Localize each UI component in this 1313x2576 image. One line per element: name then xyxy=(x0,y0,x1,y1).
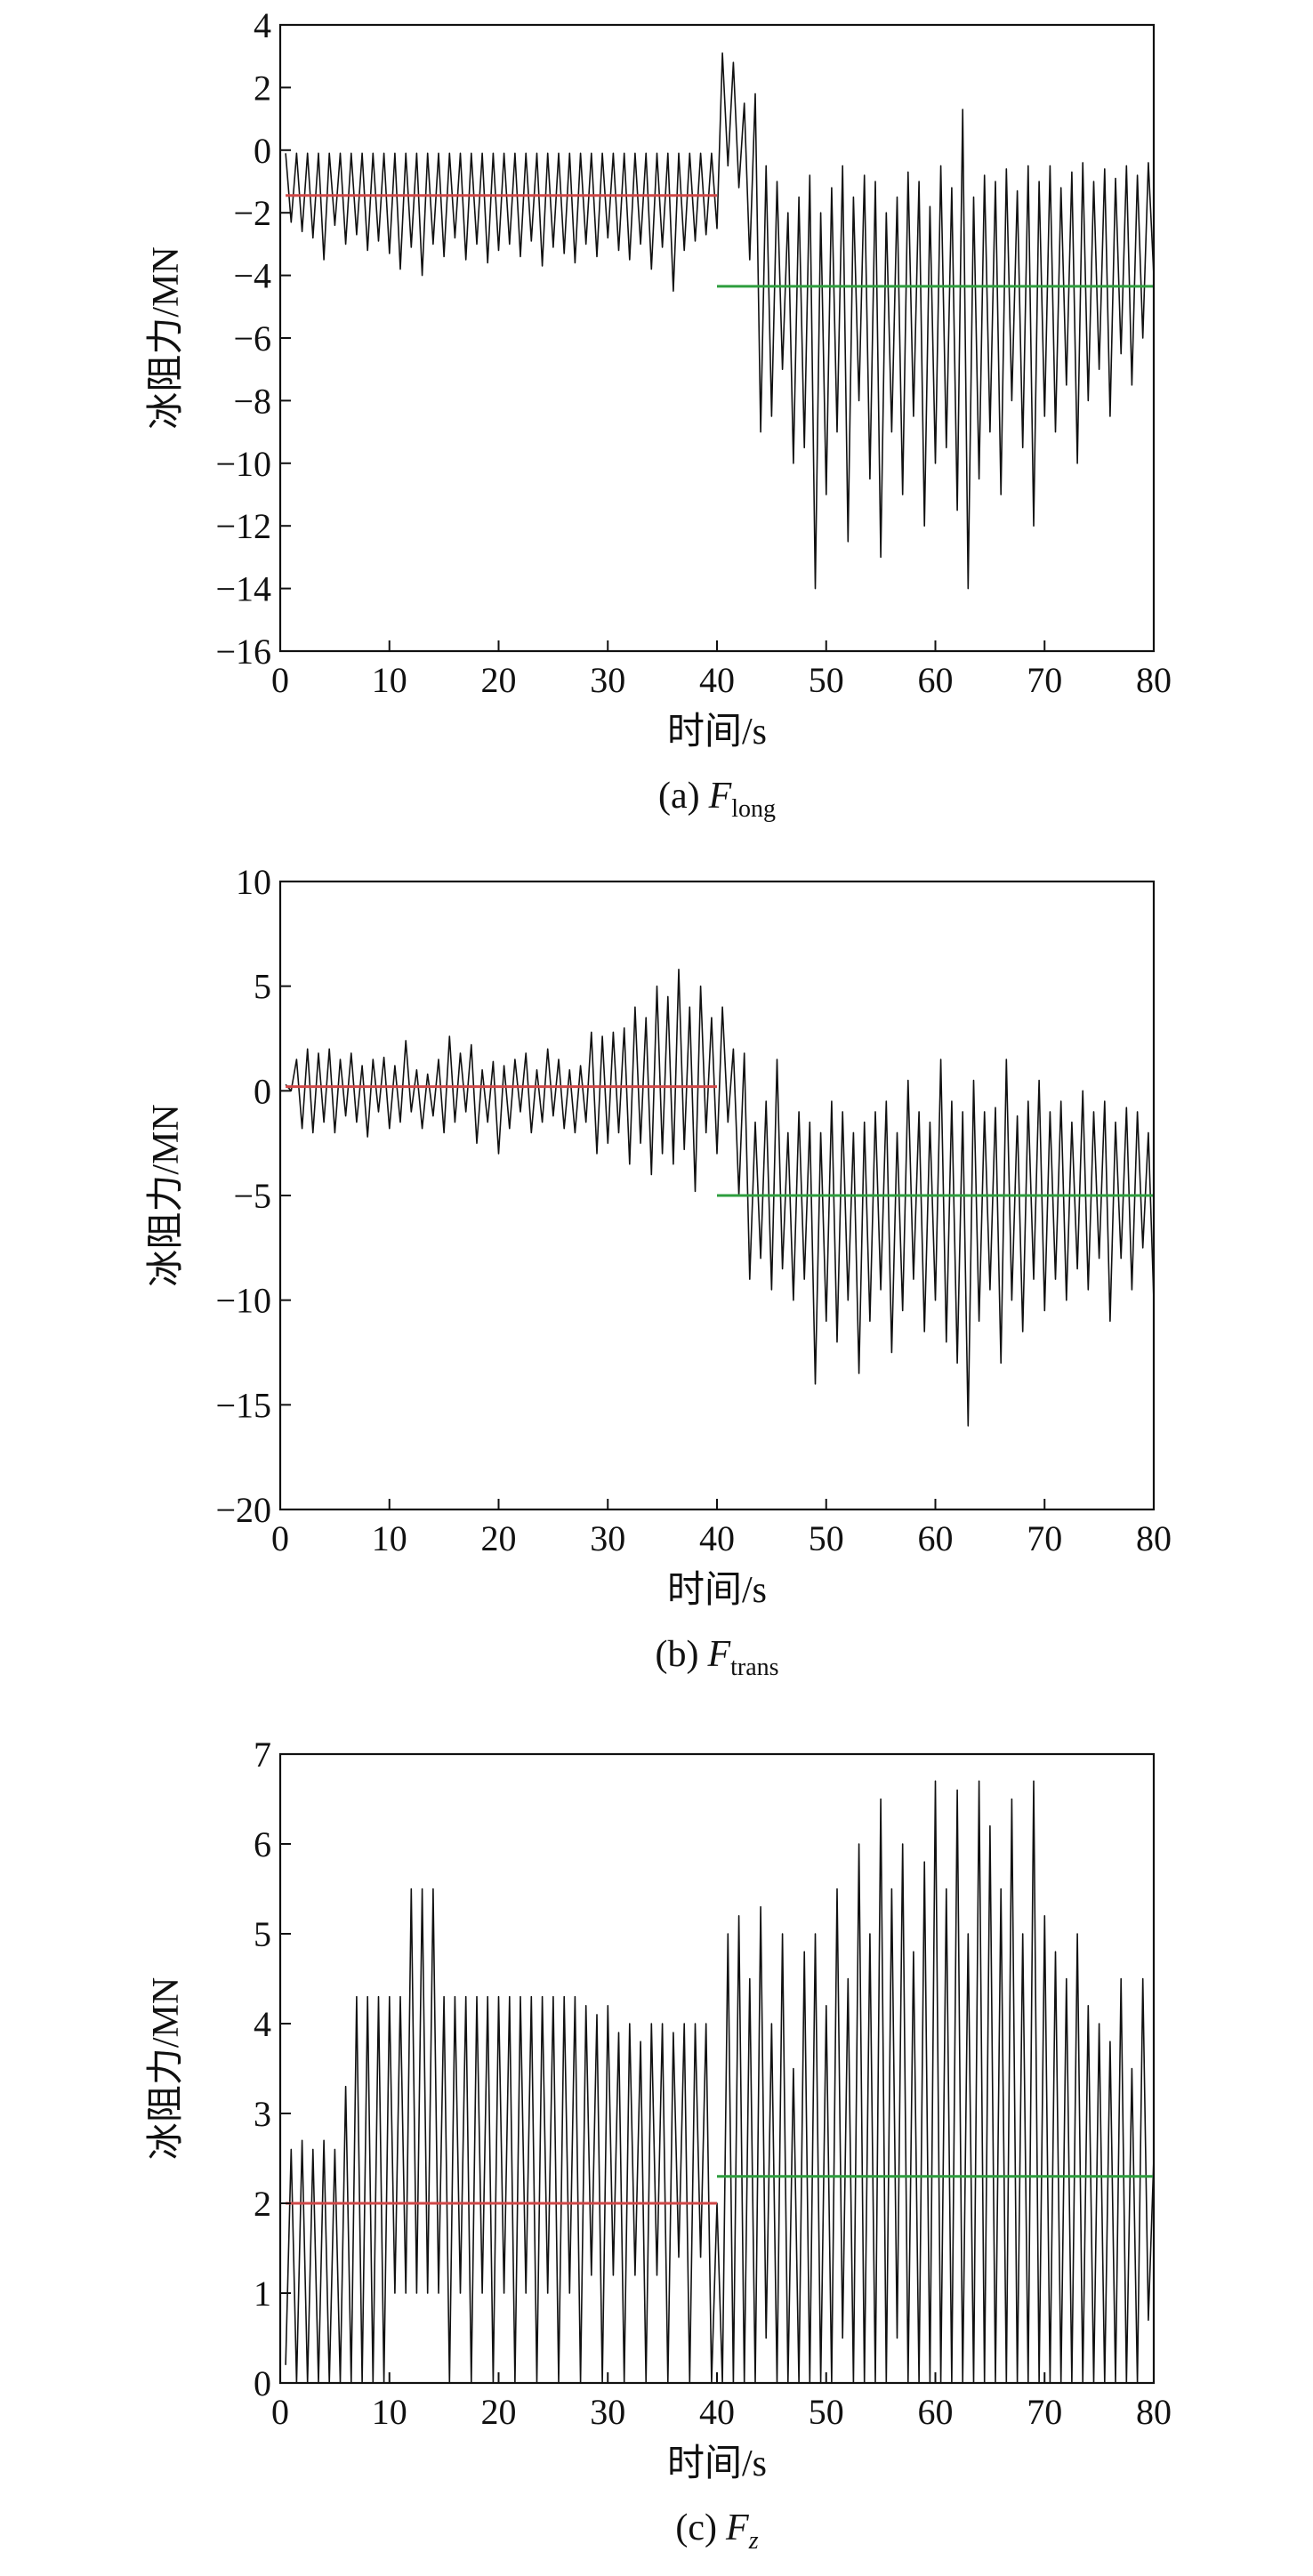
caption-prefix: (b) xyxy=(655,1634,698,1675)
y-tick-label: −12 xyxy=(215,506,271,546)
x-tick-label: 0 xyxy=(271,2392,289,2432)
y-axis-label: 冰阻力/MN xyxy=(146,246,187,429)
caption-subscript: long xyxy=(731,795,776,823)
y-tick-label: −6 xyxy=(233,318,271,358)
chart-panel: 0 10 20 30 40 50 60 70 80 0 1 2 3 4 5 6 7 时间/s 冰阻力/MN (c) Fz xyxy=(146,1735,1172,2555)
x-tick-label: 40 xyxy=(699,1518,735,1558)
caption-subscript: trans xyxy=(730,1654,778,1681)
x-tick-label: 60 xyxy=(918,660,954,700)
y-tick-label: 10 xyxy=(236,862,271,902)
y-tick-label: 4 xyxy=(254,5,271,45)
y-tick-label: 2 xyxy=(254,68,271,108)
y-tick-label: 0 xyxy=(254,1071,271,1111)
y-tick-label: 0 xyxy=(254,2363,271,2403)
y-tick-label: −10 xyxy=(215,444,271,484)
y-tick-label: −15 xyxy=(215,1385,271,1425)
y-tick-label: 5 xyxy=(254,967,271,1007)
y-tick-label: 3 xyxy=(254,2094,271,2134)
x-tick-label: 60 xyxy=(918,1518,954,1558)
x-tick-label: 40 xyxy=(699,2392,735,2432)
x-tick-label: 20 xyxy=(481,660,517,700)
caption-symbol: F xyxy=(706,1634,730,1675)
x-tick-label: 70 xyxy=(1027,1518,1062,1558)
x-tick-label: 80 xyxy=(1136,1518,1172,1558)
y-tick-label: −5 xyxy=(233,1176,271,1216)
x-tick-label: 80 xyxy=(1136,660,1172,700)
y-tick-label: −4 xyxy=(233,256,271,296)
y-tick-label: 2 xyxy=(254,2184,271,2224)
y-tick-label: 5 xyxy=(254,1914,271,1954)
x-tick-label: 10 xyxy=(372,1518,407,1558)
y-tick-label: 6 xyxy=(254,1824,271,1864)
x-tick-label: 20 xyxy=(481,1518,517,1558)
x-tick-label: 30 xyxy=(590,660,625,700)
caption: (c) Fz xyxy=(675,2508,758,2555)
signal-line xyxy=(285,1780,1155,2384)
y-tick-label: 4 xyxy=(254,2004,271,2044)
y-tick-label: −2 xyxy=(233,193,271,233)
caption-subscript: z xyxy=(748,2527,759,2555)
y-tick-label: −14 xyxy=(215,569,271,609)
x-tick-label: 10 xyxy=(372,2392,407,2432)
y-axis-label: 冰阻力/MN xyxy=(146,1977,187,2160)
x-tick-label: 50 xyxy=(809,2392,844,2432)
x-tick-label: 80 xyxy=(1136,2392,1172,2432)
x-tick-label: 10 xyxy=(372,660,407,700)
x-tick-label: 70 xyxy=(1027,660,1062,700)
x-axis-label: 时间/s xyxy=(667,1570,767,1611)
y-tick-label: −20 xyxy=(215,1490,271,1530)
x-tick-label: 0 xyxy=(271,1518,289,1558)
y-tick-label: 0 xyxy=(254,131,271,171)
caption-symbol: F xyxy=(708,776,732,817)
y-tick-label: −8 xyxy=(233,381,271,421)
x-tick-label: 60 xyxy=(918,2392,954,2432)
y-tick-label: 1 xyxy=(254,2274,271,2314)
x-axis-label: 时间/s xyxy=(667,712,767,753)
y-tick-label: −16 xyxy=(215,632,271,672)
x-tick-label: 50 xyxy=(809,1518,844,1558)
x-tick-label: 30 xyxy=(590,2392,625,2432)
caption: (a) Flong xyxy=(658,776,776,823)
x-tick-label: 70 xyxy=(1027,2392,1062,2432)
caption-symbol: F xyxy=(725,2508,749,2548)
x-tick-label: 40 xyxy=(699,660,735,700)
y-tick-label: 7 xyxy=(254,1735,271,1775)
caption-prefix: (a) xyxy=(658,776,700,817)
caption-prefix: (c) xyxy=(675,2508,717,2548)
signal-line xyxy=(285,52,1155,590)
plot-frame xyxy=(278,1752,1156,2385)
chart-panel: 0 10 20 30 40 50 60 70 801050−5−10−15−20时间/s冰阻力/… xyxy=(146,862,1172,1681)
x-tick-label: 0 xyxy=(271,660,289,700)
y-tick-label: −10 xyxy=(215,1281,271,1321)
y-axis-label: 冰阻力/MN xyxy=(146,1104,187,1286)
x-tick-label: 50 xyxy=(809,660,844,700)
caption: (b) Ftrans xyxy=(655,1634,778,1681)
signal-line xyxy=(285,969,1155,1427)
x-tick-label: 30 xyxy=(590,1518,625,1558)
chart-panel: 0 10 20 30 40 50 60 70 80420−2−4−6−8−10−12−14−16… xyxy=(146,5,1172,823)
plot-frame xyxy=(278,23,1156,653)
x-tick-label: 20 xyxy=(481,2392,517,2432)
x-axis-label: 时间/s xyxy=(667,2443,767,2484)
